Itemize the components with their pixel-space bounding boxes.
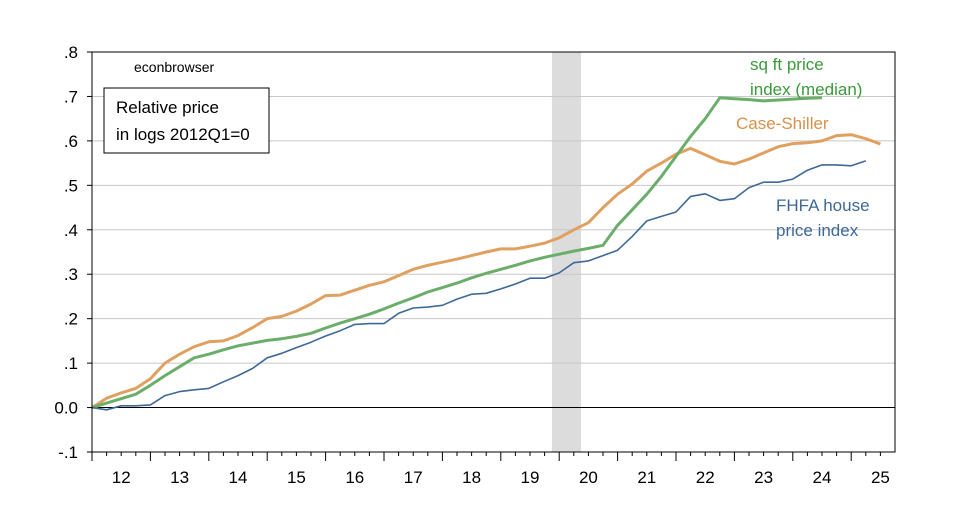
x-tick-label: 21 <box>637 468 656 487</box>
y-tick-label: .4 <box>64 221 78 240</box>
label-fhfa-line-2: price index <box>776 221 859 240</box>
label-sqft-line-2: index (median) <box>750 80 862 99</box>
legend-box-line-1: Relative price <box>116 98 219 117</box>
x-axis-ticks: 12 13 14 15 16 17 18 19 20 21 22 23 24 25 <box>91 452 890 487</box>
series-sqft-price-index <box>91 96 823 410</box>
x-tick-label: 20 <box>579 468 598 487</box>
series-fhfa <box>91 160 867 411</box>
x-tick-label: 22 <box>696 468 715 487</box>
x-tick-label: 17 <box>404 468 423 487</box>
series-annotations: sq ft price index (median) Case-Shiller … <box>736 55 870 240</box>
x-tick-label: 18 <box>462 468 481 487</box>
x-tick-label: 13 <box>170 468 189 487</box>
x-tick-label: 15 <box>287 468 306 487</box>
y-tick-label: .1 <box>64 354 78 373</box>
series-case-shiller <box>91 133 881 409</box>
x-tick-label: 12 <box>112 468 131 487</box>
y-tick-label: .6 <box>64 132 78 151</box>
y-tick-label: 0.0 <box>54 399 78 418</box>
y-tick-label: .8 <box>64 43 78 62</box>
y-tick-label: -.1 <box>58 443 78 462</box>
y-tick-label: .2 <box>64 310 78 329</box>
source-note: econbrowser <box>134 59 214 75</box>
x-tick-label: 16 <box>345 468 364 487</box>
y-tick-label: .3 <box>64 265 78 284</box>
label-fhfa-line-1: FHFA house <box>776 196 870 215</box>
x-tick-label: 24 <box>813 468 832 487</box>
x-tick-label: 23 <box>754 468 773 487</box>
label-case-shiller: Case-Shiller <box>736 114 829 133</box>
legend-box-line-2: in logs 2012Q1=0 <box>116 125 250 144</box>
y-tick-label: .7 <box>64 87 78 106</box>
series-layer <box>91 96 881 411</box>
y-axis-ticks: .8 .7 .6 .5 .4 .3 .2 .1 0.0 -.1 <box>54 43 92 462</box>
x-tick-label: 25 <box>871 468 890 487</box>
legend-box <box>103 87 270 154</box>
plot-frame <box>91 51 896 453</box>
label-sqft-line-1: sq ft price <box>750 55 824 74</box>
x-tick-label: 14 <box>229 468 248 487</box>
y-tick-label: .5 <box>64 176 78 195</box>
x-tick-label: 19 <box>521 468 540 487</box>
